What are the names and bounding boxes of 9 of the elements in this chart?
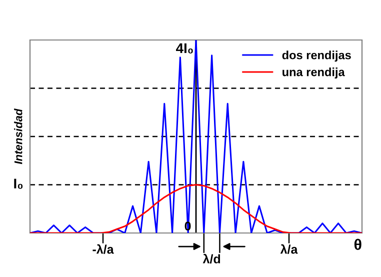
text: λ/d [202, 254, 220, 264]
x-axis-title: θ [354, 238, 362, 250]
text: I₀ [14, 178, 23, 189]
legend-label: dos rendijas [282, 50, 351, 62]
legend-label: una rendija [282, 68, 345, 79]
text: -λ/a [92, 244, 114, 254]
annotation: 4I₀ [176, 43, 193, 54]
text: λ/a [280, 244, 298, 254]
y-axis-title: Intensidad [14, 108, 22, 164]
